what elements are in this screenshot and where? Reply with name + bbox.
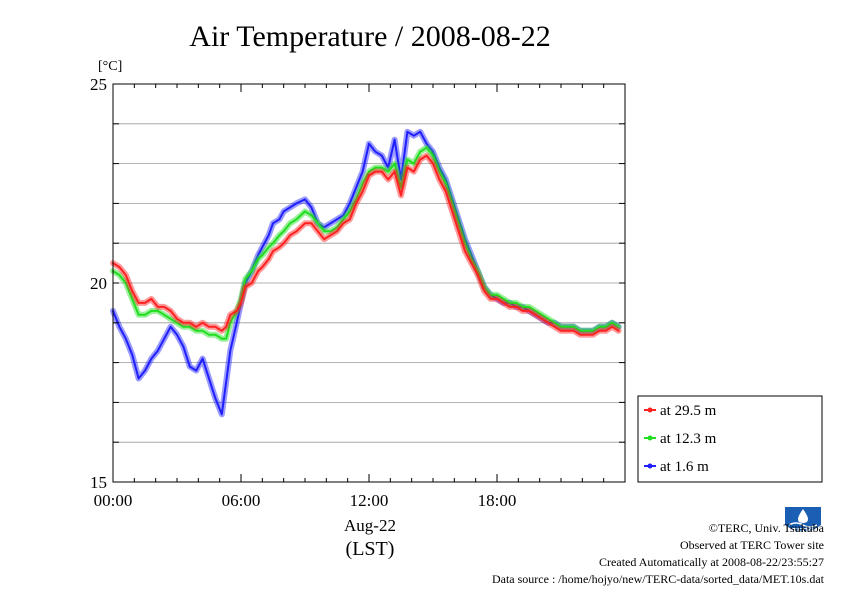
y-tick-label: 15 (90, 473, 107, 492)
y-ticks: 15 20 25 (90, 75, 625, 492)
legend-marker (647, 435, 653, 441)
x-axis-date-label: Aug-22 (344, 516, 396, 535)
legend-marker (647, 407, 653, 413)
x-ticks: 00:00 06:00 12:00 18:00 (94, 84, 626, 510)
series-line-at-12-3-m (112, 146, 620, 340)
x-tick-label: 00:00 (94, 491, 133, 510)
legend: at 29.5 m at 12.3 m at 1.6 m (637, 395, 823, 483)
y-tick-label: 20 (90, 274, 107, 293)
terc-logo-icon: TERC (785, 507, 821, 536)
legend-box (637, 395, 823, 483)
legend-marker (647, 463, 653, 469)
copyright-text: ©TERC, Univ. Tsukuba (708, 521, 824, 535)
series-layer (110, 128, 622, 418)
legend-label: at 1.6 m (660, 459, 709, 475)
created-text: Created Automatically at 2008-08-22/23:5… (599, 555, 824, 569)
source-text: Data source : /home/hojyo/new/TERC-data/… (491, 572, 824, 586)
legend-label: at 29.5 m (660, 403, 717, 419)
x-tick-label: 12:00 (350, 491, 389, 510)
chart-title: Air Temperature / 2008-08-22 (189, 20, 550, 53)
y-tick-label: 25 (90, 75, 107, 94)
y-axis-unit: [°C] (98, 59, 122, 74)
series-line-at-29-5-m (112, 154, 620, 336)
x-tick-label: 18:00 (478, 491, 517, 510)
x-tick-label: 06:00 (222, 491, 261, 510)
legend-items: at 29.5 m at 12.3 m at 1.6 m (644, 403, 717, 475)
legend-label: at 12.3 m (660, 431, 717, 447)
logo-text: TERC (792, 527, 814, 536)
site-text: Observed at TERC Tower site (679, 538, 824, 552)
x-axis-zone-label: (LST) (346, 538, 395, 560)
grid (113, 123, 625, 443)
